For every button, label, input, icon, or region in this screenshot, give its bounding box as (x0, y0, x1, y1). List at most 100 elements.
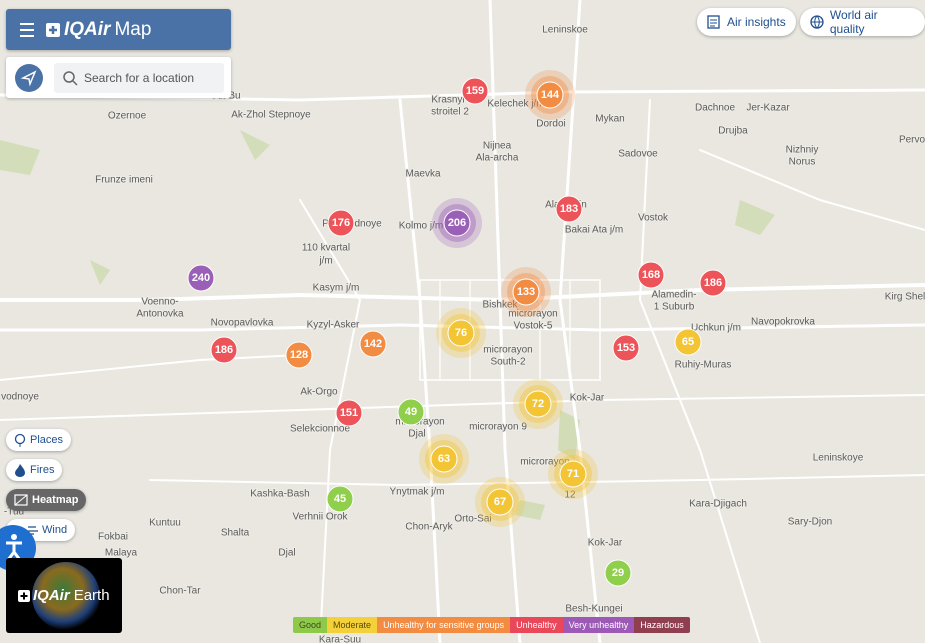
aqi-value: 206 (448, 217, 466, 229)
aqi-marker[interactable]: 45 (326, 485, 354, 513)
aqi-marker[interactable]: 76 (436, 308, 486, 358)
marker-dot (536, 81, 564, 109)
place-label: Mykan (595, 114, 624, 125)
place-label: Uchkun j/m (691, 323, 741, 334)
earth-title: Earth (73, 587, 110, 604)
button-label: World air quality (829, 8, 878, 36)
menu-button[interactable] (6, 9, 46, 50)
aqi-marker[interactable]: 206 (432, 198, 482, 248)
aqi-value: 151 (340, 407, 358, 419)
place-label: Bishkek (482, 300, 518, 311)
aqi-marker[interactable]: 151 (335, 399, 363, 427)
search-input[interactable]: Search for a location (54, 62, 224, 93)
marker-dot (430, 445, 458, 473)
place-label: Ak-Orgo (300, 387, 338, 398)
marker-dot (612, 334, 640, 362)
legend-item: Hazardous (634, 617, 690, 633)
aqi-marker[interactable]: 133 (501, 267, 551, 317)
place-label: 110 kvartal (302, 243, 350, 254)
aqi-marker[interactable]: 49 (397, 398, 425, 426)
earth-panel[interactable]: IQAir Earth (6, 558, 122, 633)
aqi-marker[interactable]: 240 (187, 264, 215, 292)
layer-label: Heatmap (32, 494, 79, 506)
places-toggle[interactable]: Places (6, 429, 72, 451)
logo: IQAir (64, 18, 111, 40)
place-label: Ynytmak j/m (389, 487, 444, 498)
aqi-marker[interactable]: 183 (555, 195, 583, 223)
aqi-value: 45 (334, 493, 346, 505)
aqi-marker[interactable]: 63 (419, 434, 469, 484)
place-label: Kashka-Bash (250, 489, 309, 500)
marker-dot (637, 261, 665, 289)
place-label: Vostok-5 (514, 321, 553, 332)
aqi-marker[interactable]: 186 (210, 336, 238, 364)
aqi-marker[interactable]: 159 (461, 77, 489, 105)
legend-item: Unhealthy for sensitive groups (377, 617, 511, 633)
place-label: Shalta (221, 528, 250, 539)
place-label: Navopokrovka (751, 317, 815, 328)
place-label: vodnoye (1, 392, 39, 403)
aqi-marker[interactable]: 153 (612, 334, 640, 362)
legend-item: Very unhealthy (562, 617, 635, 633)
earth-label: IQAir Earth (18, 587, 110, 604)
aqi-marker[interactable]: 186 (699, 269, 727, 297)
aqi-marker[interactable]: 67 (475, 477, 525, 527)
logo-icon (46, 22, 60, 37)
place-label: 1 Suburb (654, 302, 695, 313)
aqi-marker[interactable]: 72 (513, 379, 563, 429)
globe-icon (810, 15, 824, 29)
place-label: Chon-Aryk (405, 522, 453, 533)
fires-toggle[interactable]: Fires (6, 459, 63, 481)
aqi-value: 153 (617, 342, 635, 354)
place-label: South-2 (490, 357, 525, 368)
place-label: Djal (278, 548, 295, 559)
aqi-marker[interactable]: 29 (604, 559, 632, 587)
marker-dot (397, 398, 425, 426)
place-label: Ala-archa (476, 153, 519, 164)
place-label: Selekcionnoe (290, 424, 350, 435)
aqi-value: 29 (612, 567, 624, 579)
locate-button[interactable] (14, 63, 44, 93)
place-label: Frunze imeni (95, 175, 153, 186)
air-insights-button[interactable]: Air insights (697, 8, 796, 36)
marker-dot (187, 264, 215, 292)
place-label: microrayon 9 (469, 422, 527, 433)
marker-dot (461, 77, 489, 105)
insights-icon (707, 15, 720, 29)
legend-item: Unhealthy (510, 617, 563, 633)
place-label: Kolmo j/m (399, 221, 443, 232)
place-label: Ozernoe (108, 111, 147, 122)
aqi-marker[interactable]: 65 (674, 328, 702, 356)
place-label: Dachnoe (695, 103, 735, 114)
aqi-value: 168 (642, 269, 660, 281)
place-label: Bakai Ata j/m (565, 225, 623, 236)
aqi-marker[interactable]: 142 (359, 330, 387, 358)
heatmap-toggle[interactable]: Heatmap (6, 489, 87, 511)
aqi-marker[interactable]: 128 (285, 341, 313, 369)
marker-dot (447, 319, 475, 347)
place-label: Kyzyl-Asker (307, 320, 360, 331)
marker-dot (285, 341, 313, 369)
search-placeholder: Search for a location (84, 70, 195, 85)
marker-dot (443, 209, 471, 237)
place-label: Norus (789, 157, 816, 168)
layer-label: Fires (30, 464, 55, 476)
place-label: Kara-Djigach (689, 499, 747, 510)
header-title: Map (114, 18, 152, 40)
place-label: Maevka (405, 169, 440, 180)
aqi-marker[interactable]: 71 (548, 449, 598, 499)
place-label: microrayon (520, 457, 569, 468)
marker-dot (674, 328, 702, 356)
aqi-marker[interactable]: 176 (327, 209, 355, 237)
place-label: Alamedin- (651, 290, 696, 301)
aqi-marker[interactable]: 168 (637, 261, 665, 289)
place-label: Besh-Kungei (565, 604, 622, 615)
aqi-value: 72 (532, 398, 544, 410)
aqi-marker[interactable]: 144 (525, 70, 575, 120)
world-air-quality-button[interactable]: World air quality (800, 8, 925, 36)
place-label: Kasym j/m (313, 283, 360, 294)
place-label: microrayon (508, 309, 557, 320)
place-label: Leninskoye (813, 453, 864, 464)
